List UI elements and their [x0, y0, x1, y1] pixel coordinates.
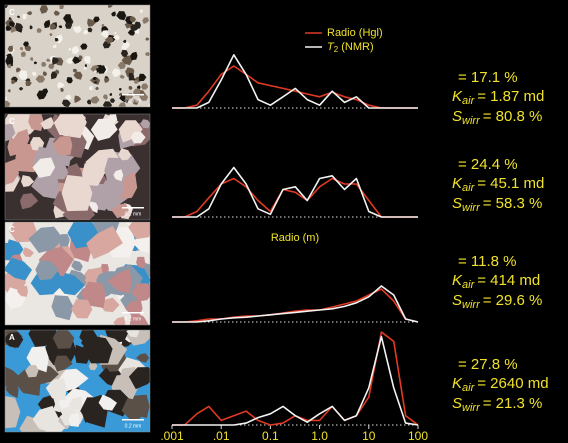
legend-name: Radio (Hgl) [327, 27, 383, 39]
x-tick-label: .01 [213, 429, 230, 443]
stat-symbol: S [452, 292, 462, 309]
scale-label: 0.2 mm [125, 423, 142, 429]
porosity: = 27.8 % [458, 356, 518, 373]
micrograph: C 0.2 mm [2, 3, 152, 109]
stat-sub: wirr [462, 202, 481, 214]
stat-value: = 21.3 % [483, 395, 543, 412]
scale-bar [122, 207, 144, 209]
x-axis-label: Radio (m) [271, 232, 319, 244]
x-tick-label: 0.1 [262, 429, 279, 443]
porosity: = 11.8 % [458, 253, 517, 270]
stat-sub: air [462, 182, 476, 194]
micrograph: C 0.2 mm [0, 210, 156, 335]
legend-rest: (NMR) [338, 41, 373, 53]
stat-symbol: S [452, 195, 462, 212]
stat-sub: wirr [462, 402, 481, 414]
x-tick-label: 1.0 [311, 429, 328, 443]
x-tick-label: .001 [160, 429, 184, 443]
micrograph: A 0.2 mm [0, 313, 156, 441]
grain [62, 175, 93, 211]
x-tick-label: 100 [408, 429, 428, 443]
micrograph-letter: C [9, 8, 15, 17]
micrograph-letter: A [9, 333, 15, 342]
scale-label: 0.2 mm [125, 316, 142, 322]
stat-symbol: S [452, 395, 462, 412]
micrograph-letter: C [9, 117, 15, 126]
porosity: = 24.4 % [458, 156, 518, 173]
stat-sub: air [462, 279, 476, 291]
stat-value: = 2640 md [477, 375, 548, 392]
page: C0.2 mmC0.2 mmC0.2 mmA0.2 mmRadio (Hgl)T… [0, 0, 568, 443]
stat-sub: wirr [462, 299, 481, 311]
x-tick-label: 10 [362, 429, 376, 443]
legend-label: Radio (Hgl) [327, 27, 383, 39]
stat-value: = 80.8 % [483, 108, 543, 125]
stat-value: = 1.87 md [477, 88, 544, 105]
stat-sub: air [462, 382, 476, 394]
stat-value: = 58.3 % [483, 195, 543, 212]
stat-sub: wirr [462, 115, 481, 127]
porosity: = 17.1 % [458, 69, 518, 86]
micrograph: C 0.2 mm [0, 105, 154, 225]
stat-sub: air [462, 95, 476, 107]
scale-bar [122, 419, 144, 421]
scale-label: 0.2 mm [125, 211, 142, 217]
stat-value: = 414 md [477, 272, 540, 289]
figure: C0.2 mmC0.2 mmC0.2 mmA0.2 mmRadio (Hgl)T… [0, 0, 568, 443]
stat-value: = 45.1 md [477, 175, 544, 192]
micrograph-letter: C [9, 225, 15, 234]
scale-bar [122, 312, 144, 314]
scale-label: 0.2 mm [125, 98, 142, 104]
grains [0, 105, 154, 225]
scale-bar [122, 94, 144, 96]
stat-symbol: S [452, 108, 462, 125]
stat-value: = 29.6 % [483, 292, 543, 309]
